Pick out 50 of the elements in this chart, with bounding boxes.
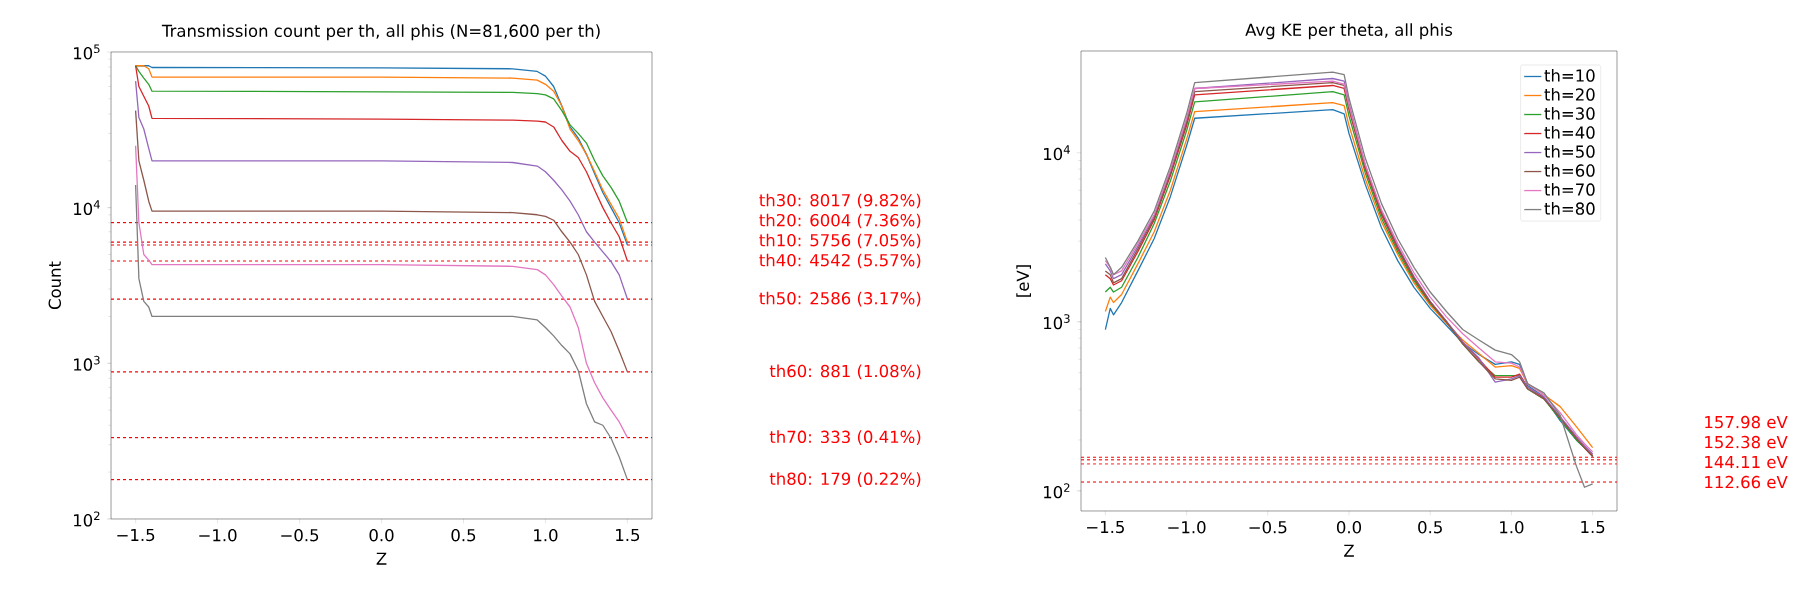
x-tick-label: −1.5 [1087, 520, 1124, 534]
x-tick-label: 1.5 [1581, 520, 1605, 534]
x-tick-label: 0.0 [369, 528, 394, 542]
x-tick-label: 1.0 [534, 528, 558, 542]
y-tick-label: 10$^{3}$ [74, 355, 100, 371]
x-tick-label: 0.5 [1418, 520, 1442, 534]
legend-label: th=60 [1544, 164, 1595, 177]
ref-line-label: 152.38 eV [1705, 435, 1788, 449]
line-series [134, 145, 629, 439]
y-tick-label: 10$^{2}$ [1044, 483, 1070, 499]
x-tick-label: 1.0 [1500, 520, 1524, 534]
y-tick-label: 10$^{4}$ [1044, 145, 1070, 161]
x-tick-label: 0.0 [1336, 520, 1362, 534]
legend-label: th=10 [1544, 68, 1595, 82]
x-tick-label: 1.5 [616, 528, 640, 542]
chart-title: Avg KE per theta, all phis [1245, 23, 1453, 40]
ref-line-label: 144.11 eV [1705, 455, 1788, 469]
ref-line-label: 112.66 eV [1705, 475, 1788, 489]
legend-label: th=30 [1544, 107, 1595, 120]
y-tick-label: 10$^{5}$ [74, 44, 100, 60]
x-tick-label: −1.0 [1168, 520, 1206, 534]
y-axis-title: Count [48, 261, 62, 310]
ref-line-label: th10: 5756 (7.05%) [759, 233, 921, 249]
chart-title: Transmission count per th, all phis (N=81,600 per th) [161, 24, 600, 41]
line-series [134, 109, 629, 373]
ref-line-label: th30: 8017 (9.82%) [759, 193, 921, 209]
legend-label: th=50 [1544, 145, 1595, 158]
ref-line-label: 157.98 eV [1705, 415, 1788, 429]
x-tick-label: 0.5 [451, 528, 476, 542]
x-tick-label: −1.5 [117, 528, 155, 542]
ref-line-label: th50: 2586 (3.17%) [759, 291, 921, 307]
x-tick-label: −0.5 [1249, 520, 1287, 534]
legend-label: th=40 [1544, 126, 1595, 139]
line-series [134, 80, 629, 300]
y-axis-title: [eV] [1016, 265, 1032, 297]
x-axis-title: Z [376, 552, 387, 565]
legend-label: th=20 [1544, 88, 1595, 101]
ref-line-label: th80: 179 (0.22%) [769, 472, 921, 487]
y-tick-label: 10$^{3}$ [1044, 314, 1070, 330]
ref-line-label: th20: 6004 (7.36%) [759, 213, 921, 229]
ref-line-label: th40: 4542 (5.57%) [759, 253, 921, 269]
ref-line-label: th70: 333 (0.41%) [769, 430, 921, 446]
legend-label: th=70 [1544, 183, 1595, 196]
y-tick-label: 10$^{2}$ [74, 511, 100, 527]
x-axis-title: Z [1344, 544, 1354, 557]
y-tick-label: 10$^{4}$ [74, 200, 100, 216]
legend-label: th=80 [1544, 202, 1595, 215]
ref-line-label: th60: 881 (1.08%) [769, 364, 921, 380]
x-tick-label: −1.0 [199, 528, 237, 542]
x-tick-label: −0.5 [281, 528, 319, 542]
